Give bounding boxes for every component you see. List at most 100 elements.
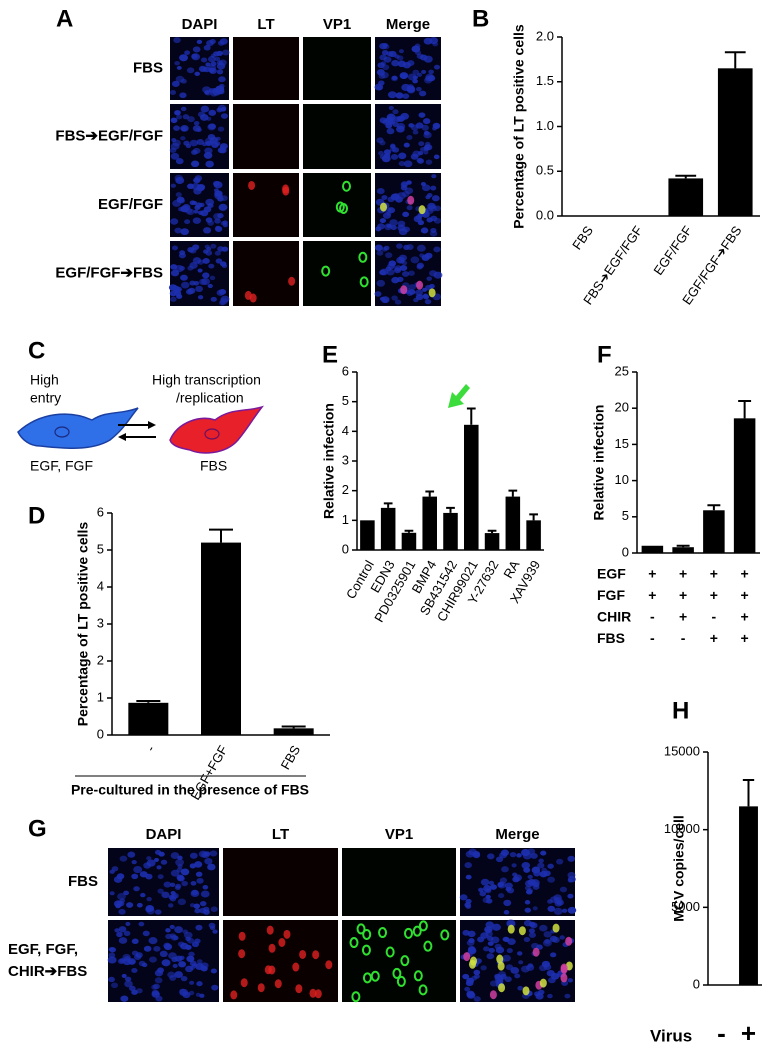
lt-signal bbox=[257, 983, 265, 993]
nucleus-dapi bbox=[196, 981, 203, 987]
vp1-signal bbox=[362, 928, 372, 940]
highlight-arrow bbox=[448, 384, 470, 408]
nucleus-dapi bbox=[550, 952, 557, 958]
nucleus-dapi bbox=[494, 973, 501, 980]
nucleus-dapi bbox=[135, 952, 143, 958]
lt-signal bbox=[309, 988, 317, 998]
y-tick-label: 0 bbox=[622, 544, 629, 559]
nucleus-dapi bbox=[465, 980, 474, 987]
nucleus-dapi bbox=[208, 64, 217, 71]
nucleus-dapi bbox=[431, 195, 440, 202]
nucleus-dapi bbox=[414, 43, 421, 49]
panel-letter: F bbox=[597, 341, 612, 368]
nucleus-dapi bbox=[174, 955, 183, 962]
nucleus-dapi bbox=[487, 853, 495, 860]
y-tick-label: 3 bbox=[342, 452, 349, 467]
nucleus-dapi bbox=[413, 297, 419, 303]
nucleus-dapi bbox=[151, 990, 161, 998]
nucleus-dapi bbox=[429, 270, 437, 277]
nucleus-dapi bbox=[210, 968, 217, 974]
nucleus-dapi bbox=[211, 984, 219, 991]
column-header: LT bbox=[272, 826, 289, 843]
x-tick-label: FBS bbox=[278, 742, 304, 772]
merge-signal bbox=[468, 959, 476, 969]
nucleus-dapi bbox=[549, 935, 558, 943]
vp1-signal bbox=[341, 180, 351, 192]
nucleus-dapi bbox=[423, 144, 431, 150]
bar bbox=[273, 728, 314, 735]
nucleus-dapi bbox=[473, 969, 481, 976]
nucleus-dapi bbox=[189, 200, 196, 206]
bar bbox=[380, 507, 396, 550]
y-tick-label: 0 bbox=[693, 976, 700, 991]
vp1-signal bbox=[356, 923, 366, 935]
nucleus-dapi bbox=[173, 37, 181, 44]
condition-sign: + bbox=[679, 587, 687, 603]
nucleus-dapi bbox=[473, 996, 481, 1002]
nucleus-dapi bbox=[430, 227, 437, 233]
nucleus-dapi bbox=[385, 122, 393, 129]
vp1-signal bbox=[385, 946, 395, 958]
bar bbox=[526, 520, 541, 550]
nucleus-dapi bbox=[180, 106, 187, 112]
condition-sign: - bbox=[681, 630, 686, 646]
y-tick-label: 1 bbox=[342, 512, 349, 527]
y-tick-label: 15000 bbox=[664, 743, 700, 758]
nucleus-dapi bbox=[172, 139, 181, 147]
nucleus-dapi bbox=[161, 891, 170, 899]
y-tick-label: 0.0 bbox=[536, 207, 554, 222]
nucleus-dapi bbox=[149, 956, 157, 963]
column-header: DAPI bbox=[182, 16, 218, 33]
nucleus-dapi bbox=[398, 160, 406, 167]
nucleus-dapi bbox=[138, 960, 146, 967]
nucleus-dapi bbox=[194, 205, 201, 211]
nucleus-dapi bbox=[170, 869, 180, 877]
nucleus-dapi bbox=[403, 244, 410, 250]
nucleus-dapi bbox=[376, 250, 384, 256]
nucleus-dapi bbox=[194, 908, 201, 914]
x-axis-label: Pre-cultured in the presence of FBS bbox=[71, 782, 309, 798]
nucleus-dapi bbox=[218, 289, 227, 295]
nucleus-dapi bbox=[388, 105, 394, 111]
condition-sign: + bbox=[710, 566, 718, 582]
merge-signal bbox=[552, 923, 560, 933]
bar bbox=[360, 520, 375, 550]
nucleus-dapi bbox=[167, 971, 176, 978]
nucleus-dapi bbox=[221, 246, 229, 252]
error-bar bbox=[487, 529, 497, 534]
nucleus-dapi bbox=[180, 274, 188, 281]
nucleus-dapi bbox=[116, 931, 123, 938]
vp1-signal bbox=[349, 937, 359, 949]
vp1-signal bbox=[351, 991, 361, 1003]
nucleus-dapi bbox=[220, 221, 226, 226]
nucleus-dapi bbox=[156, 865, 162, 870]
nucleus-dapi bbox=[124, 976, 132, 982]
condition-sign: - bbox=[650, 609, 655, 625]
condition-sign: + bbox=[679, 609, 687, 625]
nucleus-dapi bbox=[379, 42, 388, 50]
y-axis-label: Percentage of LT positive cells bbox=[75, 522, 91, 727]
bar bbox=[668, 178, 704, 216]
nucleus-dapi bbox=[188, 990, 195, 996]
y-tick-label: 3 bbox=[97, 615, 104, 630]
y-tick-label: 1 bbox=[97, 689, 104, 704]
nucleus-dapi bbox=[143, 862, 152, 869]
nucleus-dapi bbox=[210, 296, 217, 302]
nucleus-dapi bbox=[169, 90, 177, 95]
nucleus-dapi bbox=[205, 160, 214, 168]
nucleus-dapi bbox=[195, 992, 201, 997]
nucleus-dapi bbox=[146, 856, 152, 861]
nucleus-dapi bbox=[213, 181, 223, 189]
micrograph bbox=[342, 848, 456, 916]
nucleus-dapi bbox=[486, 953, 495, 960]
x-axis-label: Virus bbox=[650, 1026, 692, 1045]
diagram-text: FBS bbox=[200, 458, 227, 474]
nucleus-dapi bbox=[567, 893, 574, 899]
nucleus-dapi bbox=[523, 937, 531, 943]
nucleus-dapi bbox=[497, 893, 505, 899]
column-header: VP1 bbox=[323, 16, 351, 33]
error-bar bbox=[383, 502, 393, 508]
nucleus-dapi bbox=[203, 227, 212, 234]
bar bbox=[422, 496, 437, 550]
y-tick-label: 5 bbox=[622, 508, 629, 523]
